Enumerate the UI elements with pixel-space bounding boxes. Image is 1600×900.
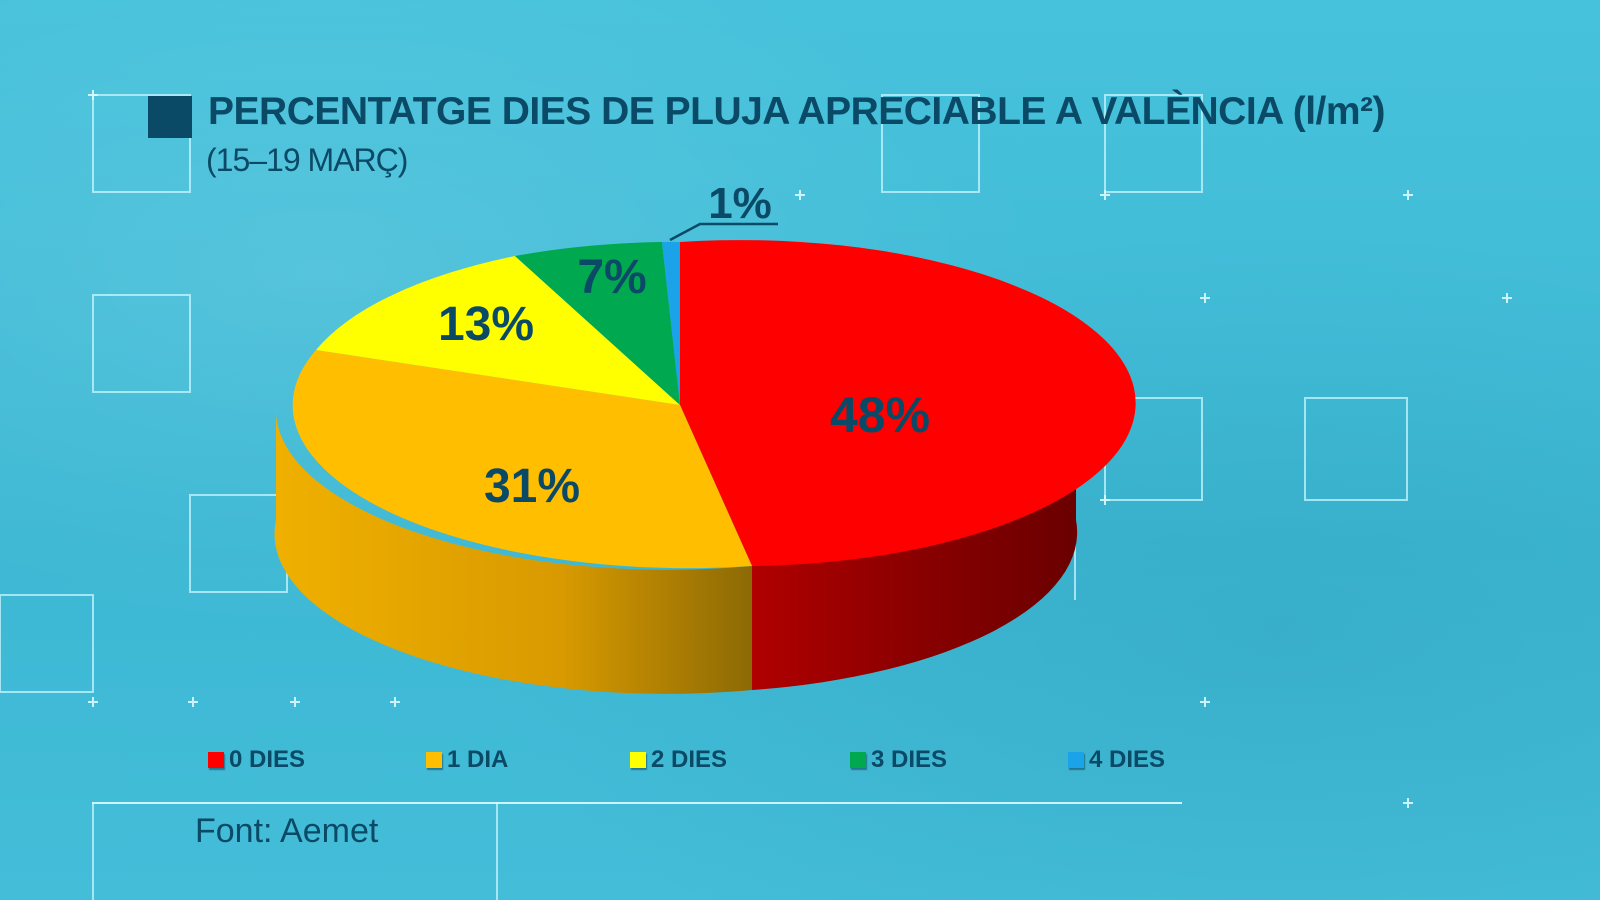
leader-line-1pct xyxy=(669,222,778,242)
slice-label-1-dia: 31% xyxy=(484,460,580,513)
chart-title: PERCENTATGE DIES DE PLUJA APRECIABLE A V… xyxy=(208,90,1386,133)
pie-slice-0-dies[interactable] xyxy=(680,240,1136,566)
slice-label-3-dies: 7% xyxy=(577,251,646,304)
legend-item-4-dies[interactable]: 4 DIES xyxy=(1068,746,1165,774)
legend-item-2-dies[interactable]: 2 DIES xyxy=(630,746,727,774)
legend-label: 3 DIES xyxy=(871,746,948,773)
legend-item-0-dies[interactable]: 0 DIES xyxy=(208,746,305,774)
pie-slice-3-dies[interactable] xyxy=(515,242,680,405)
legend-swatch-green xyxy=(850,752,866,768)
footer-divider xyxy=(92,802,1182,804)
legend-swatch-yellow xyxy=(630,752,646,768)
pie-slice-1-dia[interactable] xyxy=(292,350,752,569)
legend-swatch-red xyxy=(208,752,224,768)
chart-legend: 0 DIES 1 DIA 2 DIES 3 DIES 4 DIES xyxy=(208,746,1208,776)
legend-label: 1 DIA xyxy=(447,746,509,773)
legend-swatch-blue xyxy=(1068,752,1084,768)
legend-label: 2 DIES xyxy=(651,746,728,773)
pie-slice-4-dies[interactable] xyxy=(662,241,680,405)
source-credit: Font: Aemet xyxy=(195,812,379,850)
legend-label: 0 DIES xyxy=(229,746,306,773)
legend-item-1-dia[interactable]: 1 DIA xyxy=(426,746,508,774)
slice-label-2-dies: 13% xyxy=(438,298,534,351)
pie-side-orange xyxy=(274,405,752,694)
legend-swatch-orange xyxy=(426,752,442,768)
legend-label: 4 DIES xyxy=(1089,746,1166,773)
pie-slice-2-dies[interactable] xyxy=(316,256,680,405)
title-marker-square xyxy=(148,96,192,138)
slice-label-0-dies: 48% xyxy=(830,387,930,443)
pie-side-red xyxy=(752,432,1078,690)
slice-label-4-dies: 1% xyxy=(708,179,772,228)
chart-subtitle: (15–19 MARÇ) xyxy=(206,142,408,178)
legend-item-3-dies[interactable]: 3 DIES xyxy=(850,746,947,774)
